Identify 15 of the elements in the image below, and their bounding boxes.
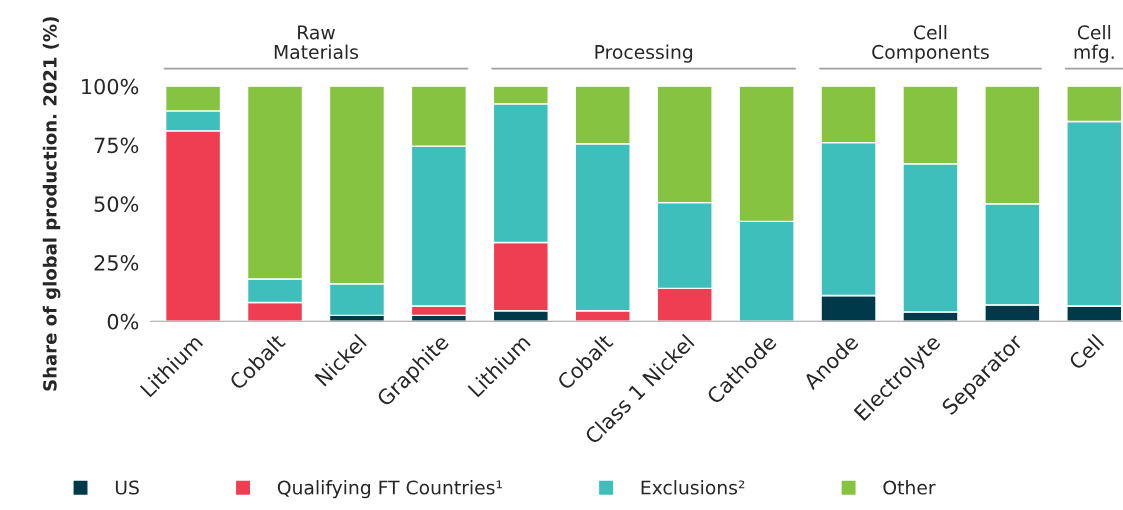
text: Cell Components: [872, 24, 989, 63]
y-tick-label: 75%: [94, 137, 139, 154]
legend-label: US: [115, 480, 139, 495]
text: Processing: [595, 44, 693, 63]
y-axis-title: Share of global production. 2021 (%): [42, 17, 61, 391]
legend-label: Qualifying FT Countries¹: [277, 480, 502, 499]
legend-label: Exclusions²: [641, 480, 745, 495]
y-tick-label: 25%: [94, 254, 139, 271]
y-tick-label: 100%: [82, 78, 139, 95]
x-tick-label: Cell: [1067, 333, 1105, 371]
text: Cell mfg.: [1074, 24, 1114, 63]
text: Raw Materials: [274, 25, 359, 60]
y-tick-label: 50%: [94, 196, 139, 212]
y-tick-label: 0%: [107, 313, 139, 330]
legend-label: Other: [883, 480, 936, 495]
